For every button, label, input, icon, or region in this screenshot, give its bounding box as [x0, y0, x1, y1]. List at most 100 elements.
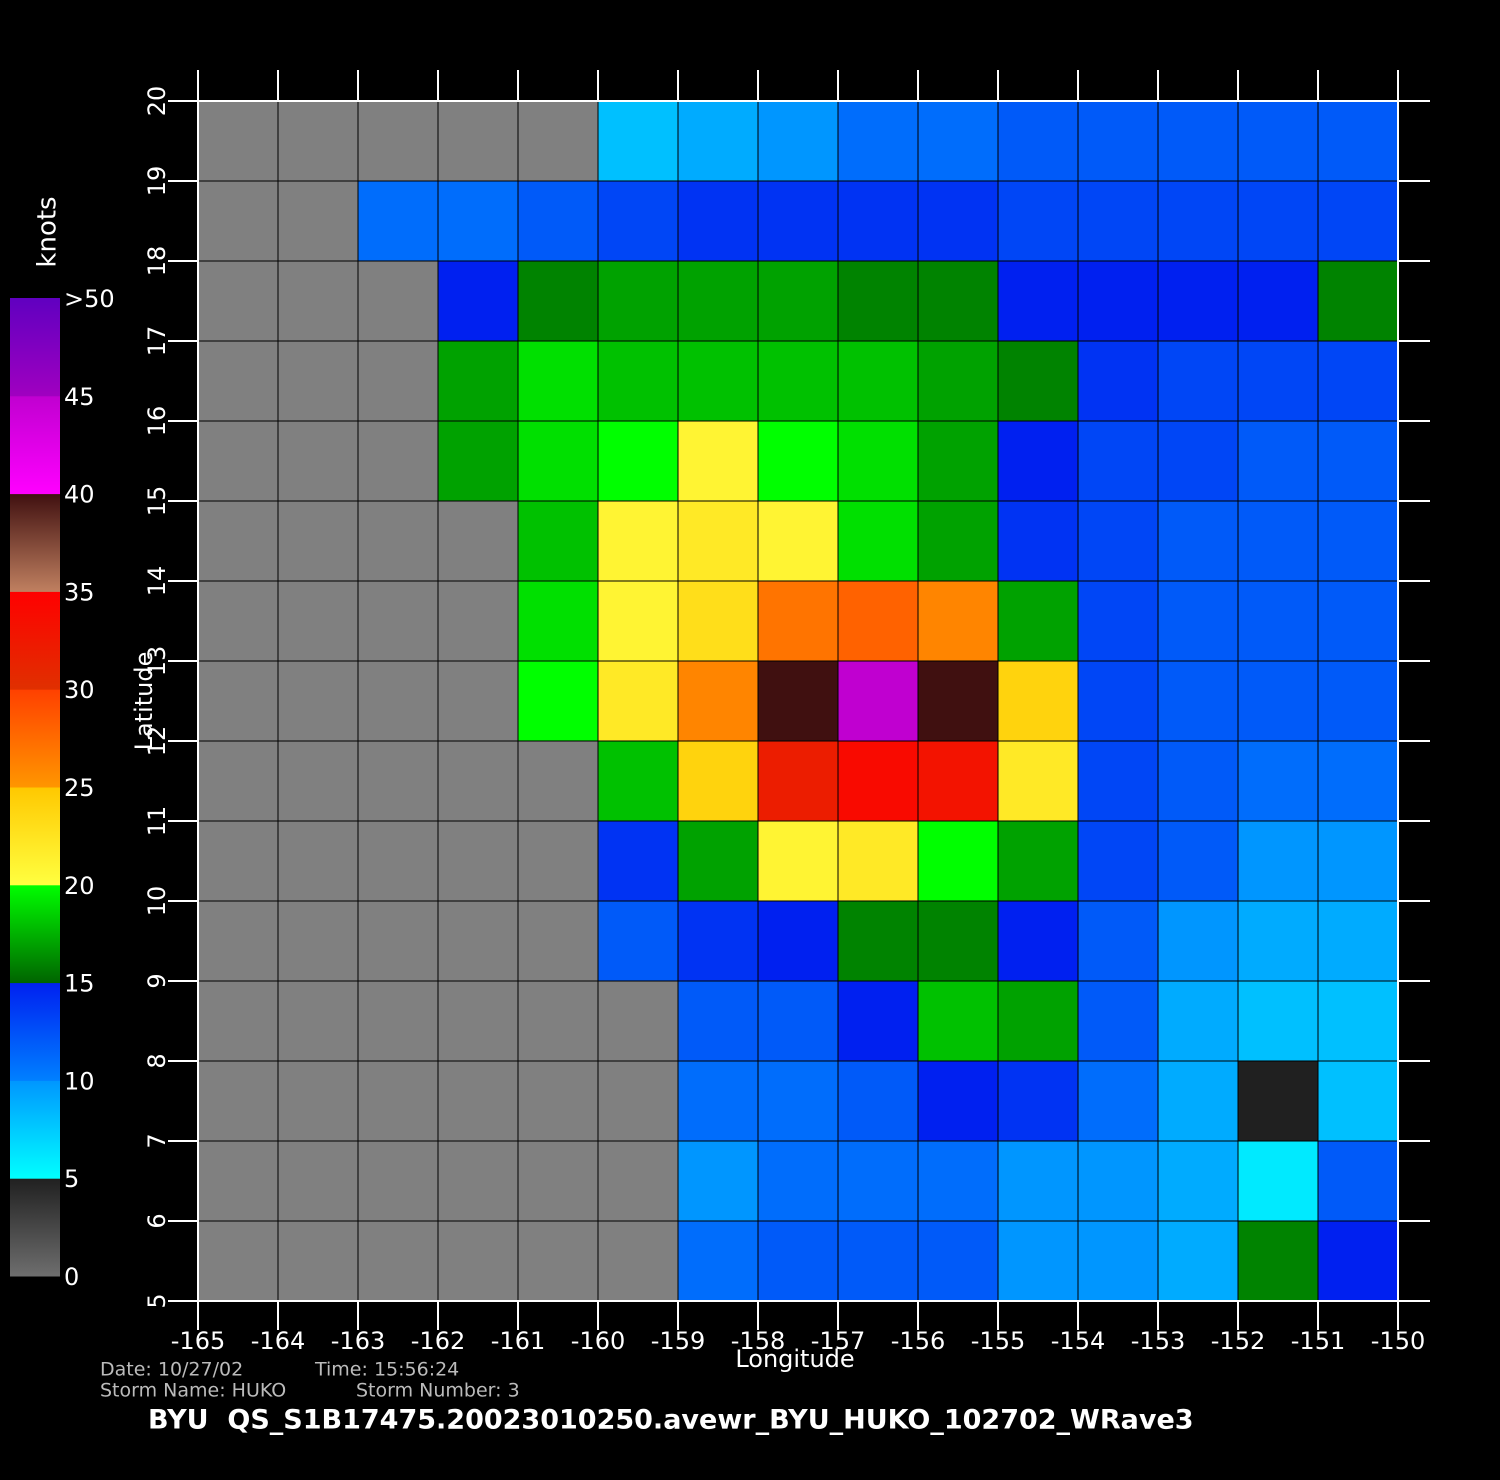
wind-cell	[1078, 821, 1159, 902]
wind-cell	[998, 1221, 1079, 1302]
wind-cell	[758, 501, 839, 582]
wind-cell	[758, 581, 839, 662]
axes: -165 -164 -163 -162 -161 -160 -159 -158 -157 -156…	[10, 70, 1430, 1355]
colorbar-tick-label: 30	[64, 676, 95, 704]
wind-cell	[1078, 101, 1159, 182]
wind-cell	[918, 261, 999, 342]
time: Time: 15:56:24	[314, 1359, 459, 1381]
y-tick-label: 20	[143, 86, 171, 117]
wind-cell	[518, 261, 599, 342]
x-tick-label: -151	[1291, 1327, 1345, 1355]
y-tick-label: 15	[143, 486, 171, 517]
y-tick-label: 18	[143, 246, 171, 277]
wind-cell	[838, 741, 919, 822]
wind-cell	[1158, 1221, 1239, 1302]
wind-cell	[838, 341, 919, 422]
wind-cell	[598, 821, 679, 902]
y-tick-label: 8	[143, 1053, 171, 1068]
x-tick-label: -164	[251, 1327, 305, 1355]
wind-cell	[918, 741, 999, 822]
x-tick-label: -160	[571, 1327, 625, 1355]
wind-cell	[1238, 1061, 1319, 1142]
wind-cell	[678, 821, 759, 902]
y-axis-label: Latitude	[130, 652, 158, 751]
wind-cell	[758, 1141, 839, 1222]
colorbar-band	[10, 1178, 60, 1277]
wind-cell	[998, 661, 1079, 742]
wind-cell	[998, 421, 1079, 502]
x-tick-label: -157	[811, 1327, 865, 1355]
wind-cell	[918, 821, 999, 902]
wind-cell	[1078, 501, 1159, 582]
field	[198, 101, 1399, 1302]
colorbar-band	[10, 591, 60, 690]
wind-cell	[678, 901, 759, 982]
colorbar-tick-label: 40	[64, 481, 95, 509]
wind-cell	[838, 581, 919, 662]
wind-cell	[678, 581, 759, 662]
wind-cell	[1238, 421, 1319, 502]
colorbar-tick-label: 35	[64, 578, 95, 606]
wind-cell	[1078, 341, 1159, 422]
wind-cell	[918, 181, 999, 262]
wind-cell	[1238, 741, 1319, 822]
wind-cell	[1238, 101, 1319, 182]
wind-cell	[1078, 581, 1159, 662]
wind-cell	[678, 1141, 759, 1222]
wind-cell	[678, 1061, 759, 1142]
wind-cell	[678, 1221, 759, 1302]
wind-cell	[678, 501, 759, 582]
y-tick-label: 12	[143, 726, 171, 757]
y-tick-label: 9	[143, 973, 171, 988]
wind-cell	[1318, 661, 1399, 742]
storm-name: Storm Name: HUKO	[100, 1380, 286, 1402]
wind-cell	[998, 341, 1079, 422]
wind-cell	[998, 501, 1079, 582]
x-tick-label: -153	[1131, 1327, 1185, 1355]
wind-cell	[838, 1141, 919, 1222]
wind-cell	[678, 101, 759, 182]
wind-cell	[838, 821, 919, 902]
y-tick-label: 11	[143, 806, 171, 837]
wind-cell	[1238, 1141, 1319, 1222]
wind-cell	[438, 261, 519, 342]
x-tick-label: -158	[731, 1327, 785, 1355]
x-tick-label: -165	[171, 1327, 225, 1355]
wind-cell	[1078, 1061, 1159, 1142]
wind-cell	[1158, 261, 1239, 342]
x-tick-label: -159	[651, 1327, 705, 1355]
wind-cell	[918, 1061, 999, 1142]
y-tick-label: 14	[143, 566, 171, 597]
x-tick-label: -163	[331, 1327, 385, 1355]
wind-cell	[758, 741, 839, 822]
wind-cell	[758, 341, 839, 422]
wind-cell	[1158, 741, 1239, 822]
colorbar-band	[10, 982, 60, 1081]
wind-cell	[758, 261, 839, 342]
y-tick-label: 19	[143, 166, 171, 197]
wind-cell	[1318, 341, 1399, 422]
wind-cell	[678, 661, 759, 742]
wind-cell	[1238, 821, 1319, 902]
date: Date: 10/27/02	[100, 1359, 243, 1381]
wind-cell	[1318, 981, 1399, 1062]
storm-number: Storm Number: 3	[356, 1380, 520, 1402]
x-tick-label: -162	[411, 1327, 465, 1355]
wind-cell	[1318, 901, 1399, 982]
x-tick-label: -156	[891, 1327, 945, 1355]
wind-cell	[1318, 101, 1399, 182]
colorbar-tick-label: 15	[64, 970, 95, 998]
wind-cell	[1158, 341, 1239, 422]
wind-cell	[918, 101, 999, 182]
wind-cell	[678, 261, 759, 342]
wind-cell	[998, 981, 1079, 1062]
wind-cell	[518, 421, 599, 502]
wind-cell	[758, 101, 839, 182]
wind-cell	[758, 981, 839, 1062]
wind-cell	[678, 981, 759, 1062]
colorbar-band	[10, 884, 60, 984]
wind-cell	[438, 421, 519, 502]
wind-cell	[918, 901, 999, 982]
wind-cell	[998, 821, 1079, 902]
wind-cell	[1158, 661, 1239, 742]
